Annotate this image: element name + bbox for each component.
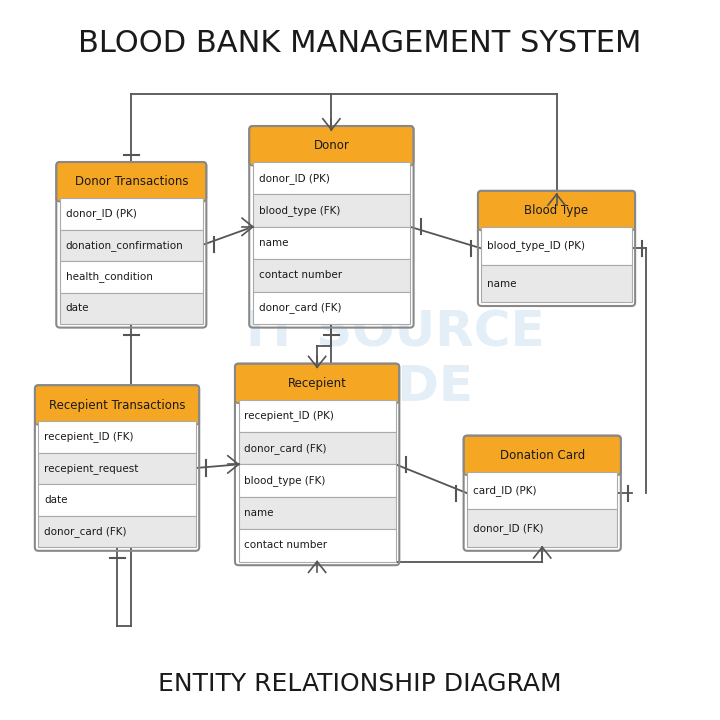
- Bar: [238, 529, 396, 562]
- Text: Recepient: Recepient: [288, 377, 346, 390]
- Text: name: name: [258, 238, 288, 248]
- Text: Donor: Donor: [313, 139, 349, 153]
- Text: donor_ID (FK): donor_ID (FK): [473, 523, 544, 534]
- Text: Recepient Transactions: Recepient Transactions: [49, 398, 185, 412]
- Text: recepient_ID (PK): recepient_ID (PK): [244, 410, 334, 421]
- Text: date: date: [44, 495, 68, 505]
- Text: recepient_ID (FK): recepient_ID (FK): [44, 431, 134, 442]
- Bar: [467, 472, 617, 510]
- Text: donor_card (FK): donor_card (FK): [244, 443, 327, 454]
- Bar: [467, 510, 617, 547]
- Bar: [238, 400, 396, 432]
- Text: Donation Card: Donation Card: [500, 449, 585, 462]
- Bar: [253, 162, 410, 194]
- Text: health_condition: health_condition: [66, 271, 153, 282]
- Bar: [253, 227, 410, 259]
- Text: BLOOD BANK MANAGEMENT SYSTEM: BLOOD BANK MANAGEMENT SYSTEM: [78, 29, 642, 58]
- Text: card_ID (PK): card_ID (PK): [473, 485, 536, 496]
- Bar: [482, 227, 631, 265]
- Text: IT SOURCE
CODE: IT SOURCE CODE: [246, 308, 545, 412]
- Text: donor_card (FK): donor_card (FK): [258, 302, 341, 313]
- Text: donation_confirmation: donation_confirmation: [66, 240, 184, 251]
- Text: donor_ID (PK): donor_ID (PK): [258, 173, 329, 184]
- Bar: [238, 497, 396, 529]
- Text: date: date: [66, 303, 89, 313]
- Bar: [38, 484, 196, 516]
- Text: ENTITY RELATIONSHIP DIAGRAM: ENTITY RELATIONSHIP DIAGRAM: [158, 672, 562, 696]
- Text: Donor Transactions: Donor Transactions: [75, 175, 188, 189]
- Bar: [38, 516, 196, 547]
- Bar: [60, 261, 203, 292]
- Text: name: name: [487, 279, 517, 289]
- Bar: [38, 453, 196, 484]
- Text: contact number: contact number: [244, 541, 328, 550]
- Text: recepient_request: recepient_request: [44, 463, 138, 474]
- Bar: [38, 421, 196, 453]
- Text: blood_type (FK): blood_type (FK): [258, 205, 340, 216]
- Text: Blood Type: Blood Type: [524, 204, 588, 217]
- Bar: [238, 464, 396, 497]
- Bar: [60, 292, 203, 324]
- Text: blood_type_ID (PK): blood_type_ID (PK): [487, 240, 585, 251]
- Text: name: name: [244, 508, 274, 518]
- FancyBboxPatch shape: [56, 162, 207, 202]
- Text: blood_type (FK): blood_type (FK): [244, 475, 325, 486]
- Text: donor_ID (PK): donor_ID (PK): [66, 208, 137, 219]
- FancyBboxPatch shape: [478, 191, 635, 230]
- FancyBboxPatch shape: [235, 364, 400, 403]
- Bar: [253, 194, 410, 227]
- Bar: [253, 292, 410, 324]
- FancyBboxPatch shape: [249, 126, 413, 166]
- Bar: [482, 265, 631, 302]
- Bar: [238, 432, 396, 464]
- Bar: [253, 259, 410, 292]
- Text: donor_card (FK): donor_card (FK): [44, 526, 127, 537]
- Bar: [60, 230, 203, 261]
- Text: contact number: contact number: [258, 271, 342, 280]
- FancyBboxPatch shape: [464, 436, 621, 475]
- FancyBboxPatch shape: [35, 385, 199, 425]
- Bar: [60, 198, 203, 230]
